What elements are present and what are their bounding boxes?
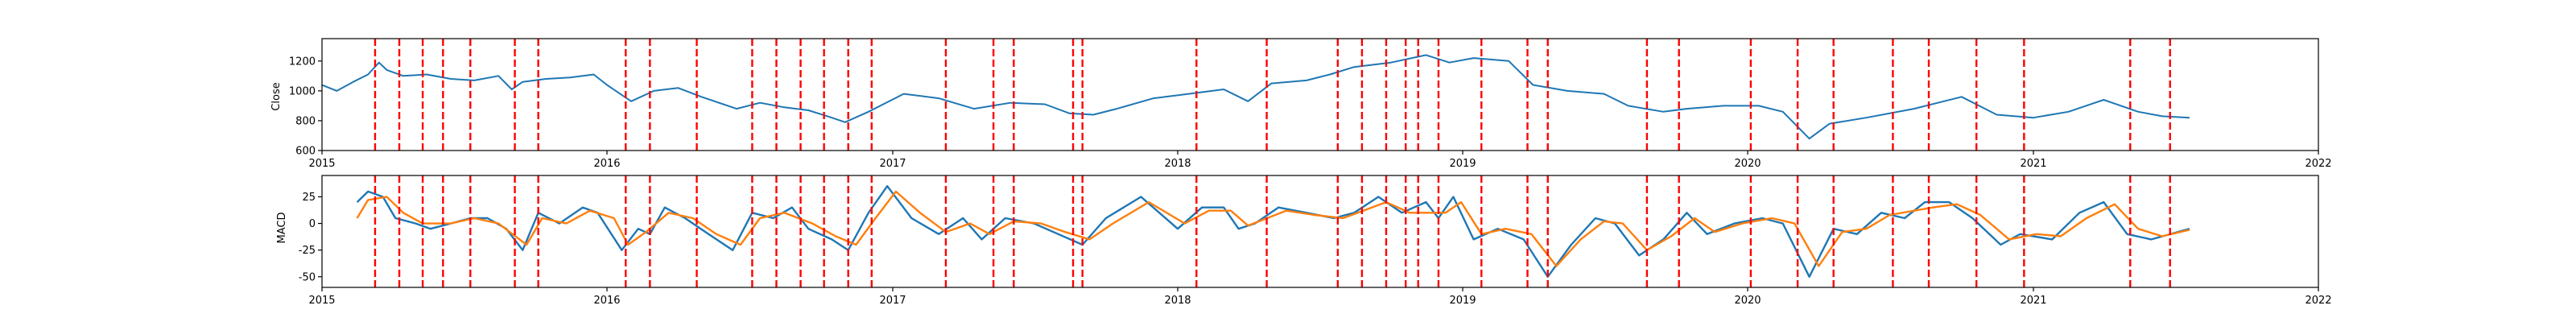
x-tick-label: 2022 bbox=[2305, 158, 2331, 170]
x-tick-label: 2018 bbox=[1164, 158, 1191, 170]
x-tick-label: 2015 bbox=[308, 295, 335, 307]
x-tick-label: 2015 bbox=[308, 158, 335, 170]
x-tick-label: 2021 bbox=[2020, 158, 2046, 170]
x-tick-label: 2020 bbox=[1734, 295, 1761, 307]
x-tick-label: 2016 bbox=[593, 158, 620, 170]
close-price-line bbox=[322, 54, 2190, 140]
x-tick-label: 2017 bbox=[879, 158, 906, 170]
y-tick-label: 0 bbox=[309, 218, 316, 230]
macd-panel: MACD 2015 2016 2017 2018 2019 2020 2021 2022 -50… bbox=[276, 175, 2332, 307]
x-tick-label: 2022 bbox=[2305, 295, 2331, 307]
y-tick-label: 1000 bbox=[289, 85, 316, 97]
plot-area bbox=[322, 54, 2190, 140]
x-tick-label: 2017 bbox=[879, 295, 906, 307]
close-y-axis-label: Close bbox=[270, 82, 283, 110]
plot-area bbox=[356, 185, 2190, 278]
x-tick-label: 2019 bbox=[1449, 295, 1476, 307]
y-tick-label: 600 bbox=[295, 146, 316, 158]
y-tick-label: -25 bbox=[299, 245, 316, 257]
y-tick-label: 800 bbox=[295, 115, 316, 127]
x-tick-label: 2016 bbox=[593, 295, 620, 307]
axes-frame bbox=[321, 38, 2319, 151]
y-tick-label: 25 bbox=[302, 192, 316, 204]
macd-y-axis-label: MACD bbox=[276, 213, 288, 244]
y-tick-label: 1200 bbox=[289, 56, 316, 68]
y-tick-label: -50 bbox=[299, 271, 316, 283]
x-tick-label: 2020 bbox=[1734, 158, 1761, 170]
axes-frame bbox=[321, 175, 2319, 288]
x-tick-label: 2019 bbox=[1449, 158, 1476, 170]
macd-signal-line bbox=[356, 190, 2190, 267]
close-price-panel: Close 2015 2016 2017 2018 2019 2020 2021 2022 60… bbox=[270, 38, 2332, 170]
x-tick-label: 2021 bbox=[2020, 295, 2046, 307]
x-tick-label: 2018 bbox=[1164, 295, 1191, 307]
